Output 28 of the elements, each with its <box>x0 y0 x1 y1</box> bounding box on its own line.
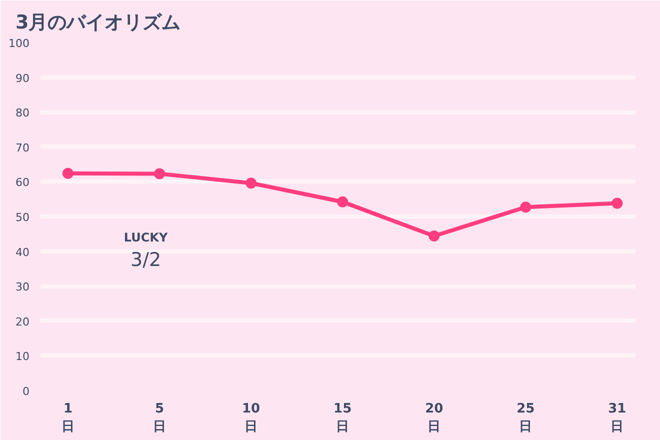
chart-title: 3月のバイオリズム <box>16 12 181 34</box>
y-tick-label: 50 <box>16 211 30 224</box>
point <box>62 168 74 179</box>
x-tick-label: 10 日 <box>242 402 260 434</box>
point <box>246 178 257 189</box>
y-tick-label: 20 <box>16 315 30 328</box>
y-tick-label: 100 <box>8 37 30 50</box>
x-tick-label: 20 日 <box>425 402 444 434</box>
point <box>154 168 165 180</box>
y-tick-label: 0 <box>22 385 30 398</box>
y-tick-label: 10 <box>16 350 30 364</box>
point <box>337 196 348 208</box>
y-tick-label: 30 <box>16 280 30 294</box>
y-tick-label: 60 <box>16 176 30 190</box>
point <box>520 202 532 213</box>
x-tick-label: 5 日 <box>153 402 166 434</box>
y-tick-label: 80 <box>16 106 30 120</box>
x-tick-label: 1 日 <box>61 402 74 434</box>
point <box>428 230 440 242</box>
x-tick-label: 15 日 <box>334 402 352 434</box>
x-tick-label: 31 日 <box>608 402 626 434</box>
point <box>612 198 623 209</box>
y-tick-label: 70 <box>16 141 30 154</box>
annotation: 3/2 <box>130 249 162 271</box>
annotation: LUCKY <box>124 230 168 244</box>
y-tick-label: 90 <box>16 72 30 85</box>
y-tick-label: 40 <box>16 246 30 259</box>
x-tick-label: 25 日 <box>516 402 535 434</box>
